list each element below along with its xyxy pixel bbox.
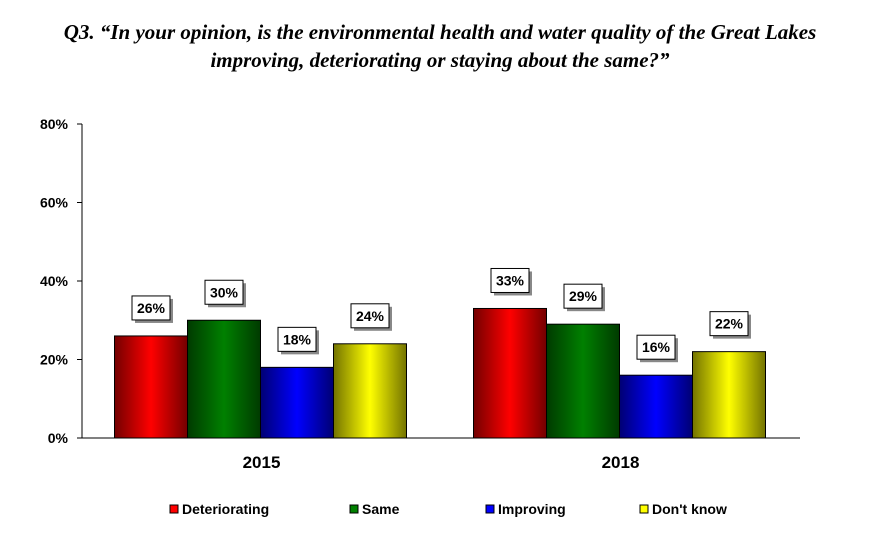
data-label-same-2018: 29% bbox=[569, 288, 598, 304]
data-label-improving-2018: 16% bbox=[642, 339, 671, 355]
data-label-don-t-know-2018: 22% bbox=[715, 316, 744, 332]
x-tick-label-2018: 2018 bbox=[602, 453, 640, 472]
legend-label-same: Same bbox=[362, 501, 400, 517]
data-label-box bbox=[204, 279, 244, 305]
y-tick-label: 60% bbox=[40, 195, 69, 211]
data-label-don-t-know-2015: 24% bbox=[356, 308, 385, 324]
legend-swatch-improving bbox=[485, 504, 495, 514]
legend: Deteriorating Same Improving Don't know bbox=[169, 501, 727, 517]
x-axis: 2015 2018 bbox=[82, 437, 800, 472]
legend-label-deteriorating: Deteriorating bbox=[182, 501, 269, 517]
bar-same-2018 bbox=[546, 323, 620, 439]
chart-title-line-2: improving, deteriorating or staying abou… bbox=[210, 48, 670, 72]
data-label-deteriorating-2018: 33% bbox=[496, 272, 525, 288]
y-tick-label: 20% bbox=[40, 352, 69, 368]
y-axis: 0% 20% 40% 60% 80% bbox=[40, 116, 83, 446]
bar-improving-2018 bbox=[619, 374, 693, 439]
bar-deteriorating-2015 bbox=[114, 335, 188, 439]
data-label-box bbox=[277, 326, 317, 352]
bars: 26% 30% 18% 24% 33% 29% 16% 22% bbox=[114, 267, 766, 439]
x-tick-label-2015: 2015 bbox=[243, 453, 281, 472]
y-tick-label: 0% bbox=[48, 430, 69, 446]
bar-improving-2015 bbox=[260, 366, 334, 439]
legend-swatch-deteriorating bbox=[169, 504, 179, 514]
legend-swatch-same bbox=[349, 504, 359, 514]
data-label-deteriorating-2015: 26% bbox=[137, 300, 166, 316]
data-label-box bbox=[490, 267, 530, 293]
y-tick-label: 80% bbox=[40, 116, 69, 132]
data-label-box bbox=[131, 295, 171, 321]
data-label-box bbox=[709, 311, 749, 337]
bar-don-t-know-2018 bbox=[692, 351, 766, 439]
legend-label-improving: Improving bbox=[498, 501, 566, 517]
data-label-box bbox=[636, 334, 676, 360]
legend-label-don-t-know: Don't know bbox=[652, 501, 727, 517]
bar-same-2015 bbox=[187, 319, 261, 439]
data-label-box bbox=[563, 283, 603, 309]
data-label-box bbox=[350, 303, 390, 329]
chart-title-line-1: Q3. “In your opinion, is the environment… bbox=[63, 20, 817, 44]
chart-title: Q3. “In your opinion, is the environment… bbox=[0, 18, 880, 74]
y-tick-label: 40% bbox=[40, 273, 69, 289]
bar-don-t-know-2015 bbox=[333, 343, 407, 439]
bar-deteriorating-2018 bbox=[473, 307, 547, 439]
data-label-improving-2015: 18% bbox=[283, 331, 312, 347]
data-label-same-2015: 30% bbox=[210, 284, 239, 300]
legend-swatch-don-t-know bbox=[639, 504, 649, 514]
